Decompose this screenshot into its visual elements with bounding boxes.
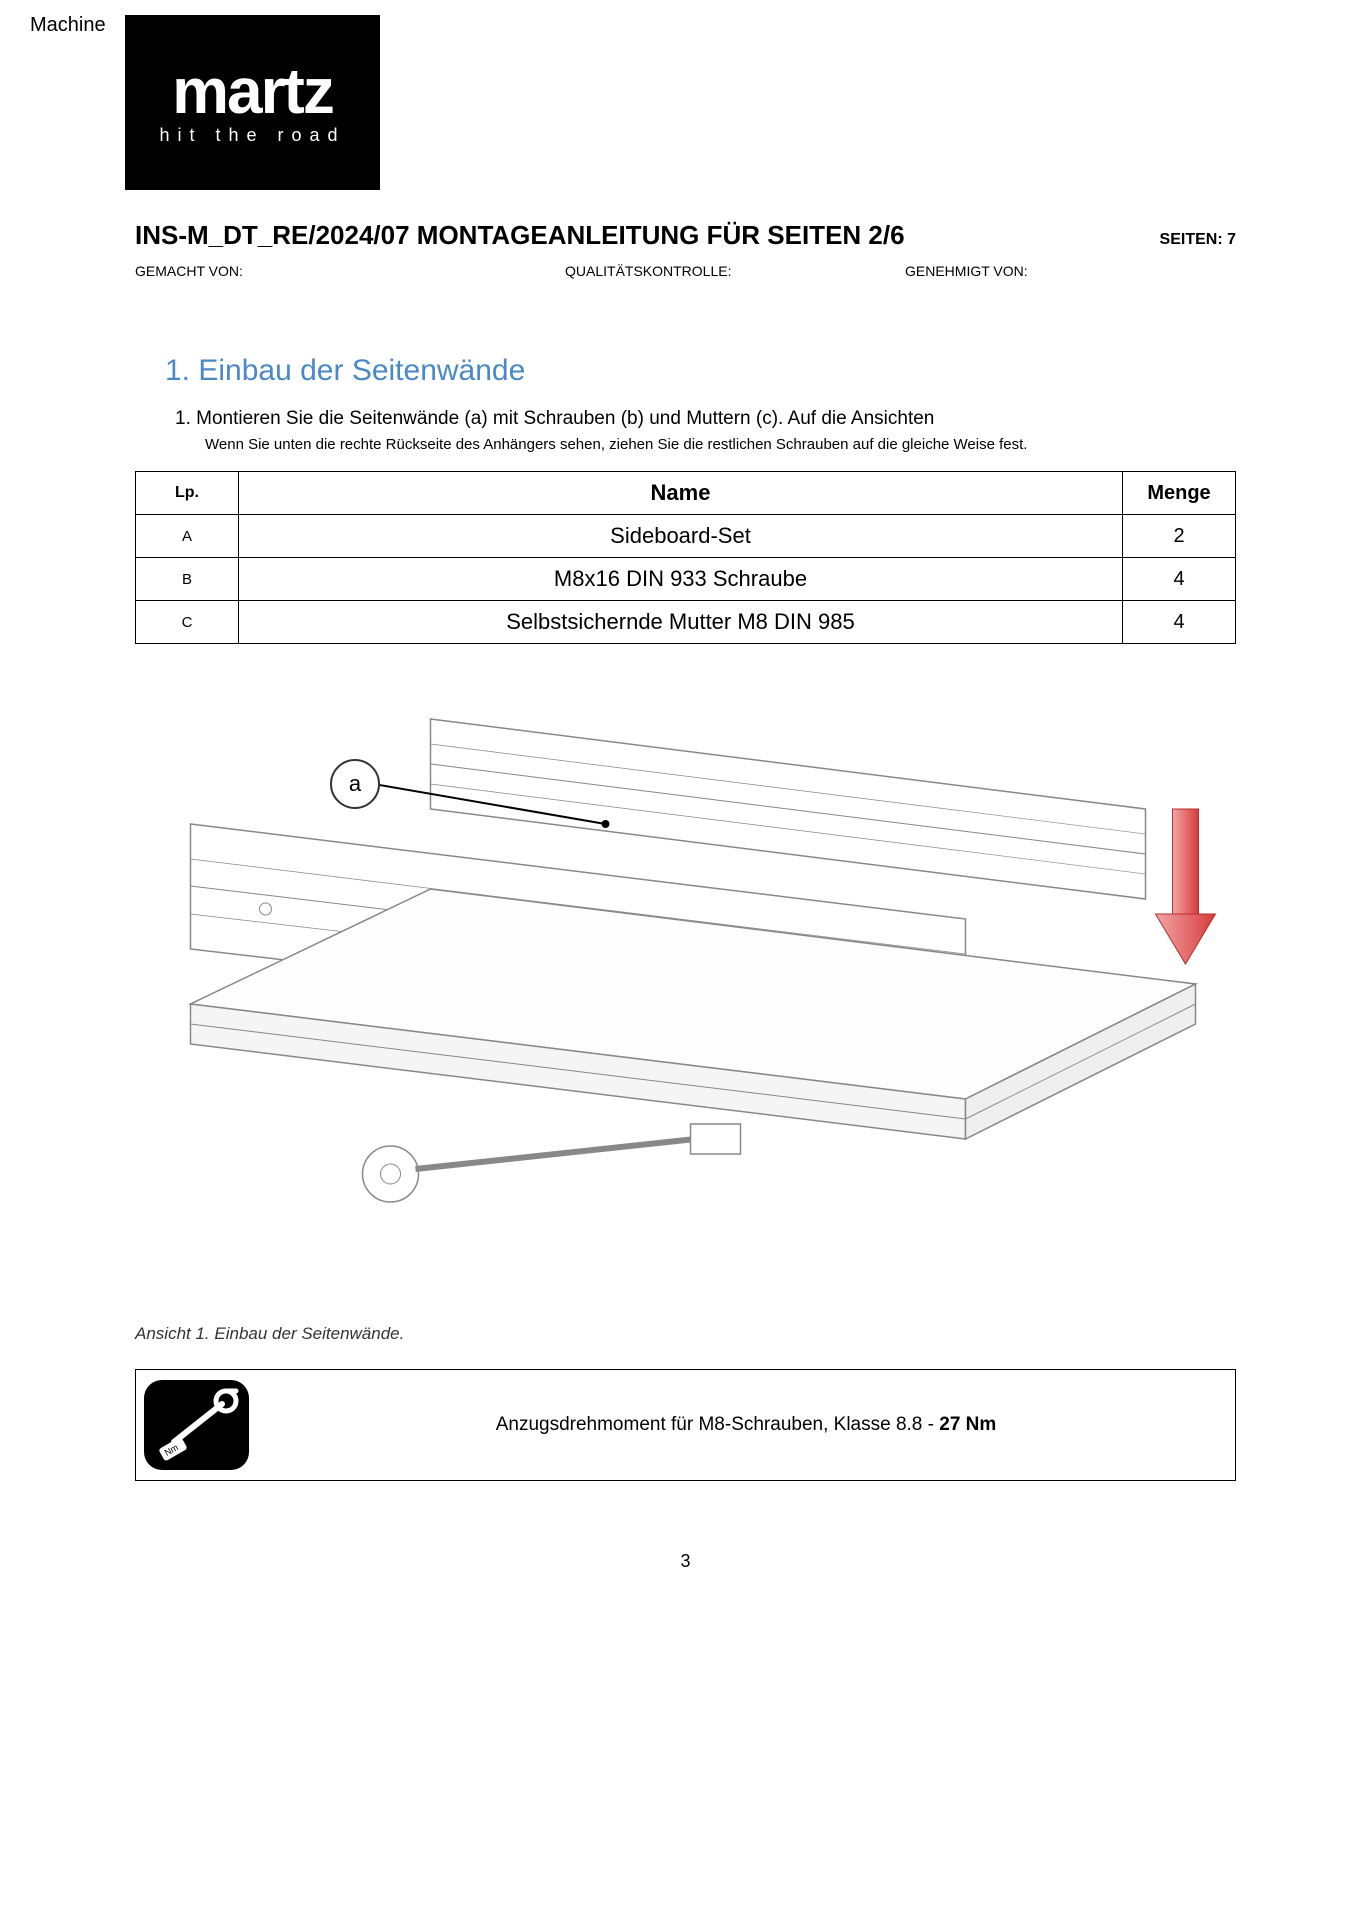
td-qty: 2 <box>1123 515 1236 558</box>
td-lp: A <box>136 515 239 558</box>
th-lp: Lp. <box>136 472 239 515</box>
title-row: INS-M_DT_RE/2024/07 MONTAGEANLEITUNG FÜR… <box>135 220 1236 251</box>
torque-prefix: Anzugsdrehmoment für M8-Schrauben, Klass… <box>496 1414 940 1435</box>
table-header-row: Lp. Name Menge <box>136 472 1236 515</box>
td-qty: 4 <box>1123 558 1236 601</box>
td-name: Sideboard-Set <box>239 515 1123 558</box>
th-qty: Menge <box>1123 472 1236 515</box>
parts-table: Lp. Name Menge A Sideboard-Set 2 B M8x16… <box>135 471 1236 644</box>
meta-made-by: GEMACHT VON: <box>135 263 565 279</box>
td-name: M8x16 DIN 933 Schraube <box>239 558 1123 601</box>
td-qty: 4 <box>1123 601 1236 644</box>
table-row: A Sideboard-Set 2 <box>136 515 1236 558</box>
torque-wrench-icon: Nm <box>144 1380 249 1470</box>
section-title: 1. Einbau der Seitenwände <box>165 354 1236 388</box>
meta-row: GEMACHT VON: QUALITÄTSKONTROLLE: GENEHMI… <box>135 263 1236 279</box>
page-number: 3 <box>135 1551 1236 1572</box>
step-text: Montieren Sie die Seitenwände (a) mit Sc… <box>196 408 934 429</box>
torque-box: Nm Anzugsdrehmoment für M8-Schrauben, Kl… <box>135 1369 1236 1481</box>
document-page: Machine martz hit the road INS-M_DT_RE/2… <box>0 0 1356 1920</box>
torque-value: 27 Nm <box>939 1414 996 1435</box>
page-count: SEITEN: 7 <box>1160 231 1236 249</box>
logo-text-sub: hit the road <box>159 125 345 146</box>
callout-a: a <box>330 759 380 809</box>
table-row: C Selbstsichernde Mutter M8 DIN 985 4 <box>136 601 1236 644</box>
down-arrow-icon <box>1156 809 1216 964</box>
figure-caption: Ansicht 1. Einbau der Seitenwände. <box>135 1324 1236 1344</box>
meta-approved: GENEHMIGT VON: <box>905 263 1028 279</box>
section-number: 1. <box>165 354 190 387</box>
document-title: INS-M_DT_RE/2024/07 MONTAGEANLEITUNG FÜR… <box>135 220 905 251</box>
step-row: 1. Montieren Sie die Seitenwände (a) mit… <box>175 408 1236 430</box>
table-row: B M8x16 DIN 933 Schraube 4 <box>136 558 1236 601</box>
assembly-figure: a <box>135 664 1236 1284</box>
th-name: Name <box>239 472 1123 515</box>
callout-dot <box>602 820 610 828</box>
axle <box>363 1124 741 1202</box>
machine-label: Machine <box>30 14 106 37</box>
td-lp: B <box>136 558 239 601</box>
td-lp: C <box>136 601 239 644</box>
meta-qc: QUALITÄTSKONTROLLE: <box>565 263 905 279</box>
torque-text: Anzugsdrehmoment für M8-Schrauben, Klass… <box>257 1414 1235 1436</box>
step-number: 1. <box>175 408 191 429</box>
logo-text-main: martz <box>172 59 333 123</box>
brand-logo: martz hit the road <box>125 15 380 190</box>
section-heading: Einbau der Seitenwände <box>198 354 525 387</box>
td-name: Selbstsichernde Mutter M8 DIN 985 <box>239 601 1123 644</box>
figure-svg <box>135 664 1236 1284</box>
step-note: Wenn Sie unten die rechte Rückseite des … <box>205 436 1236 453</box>
